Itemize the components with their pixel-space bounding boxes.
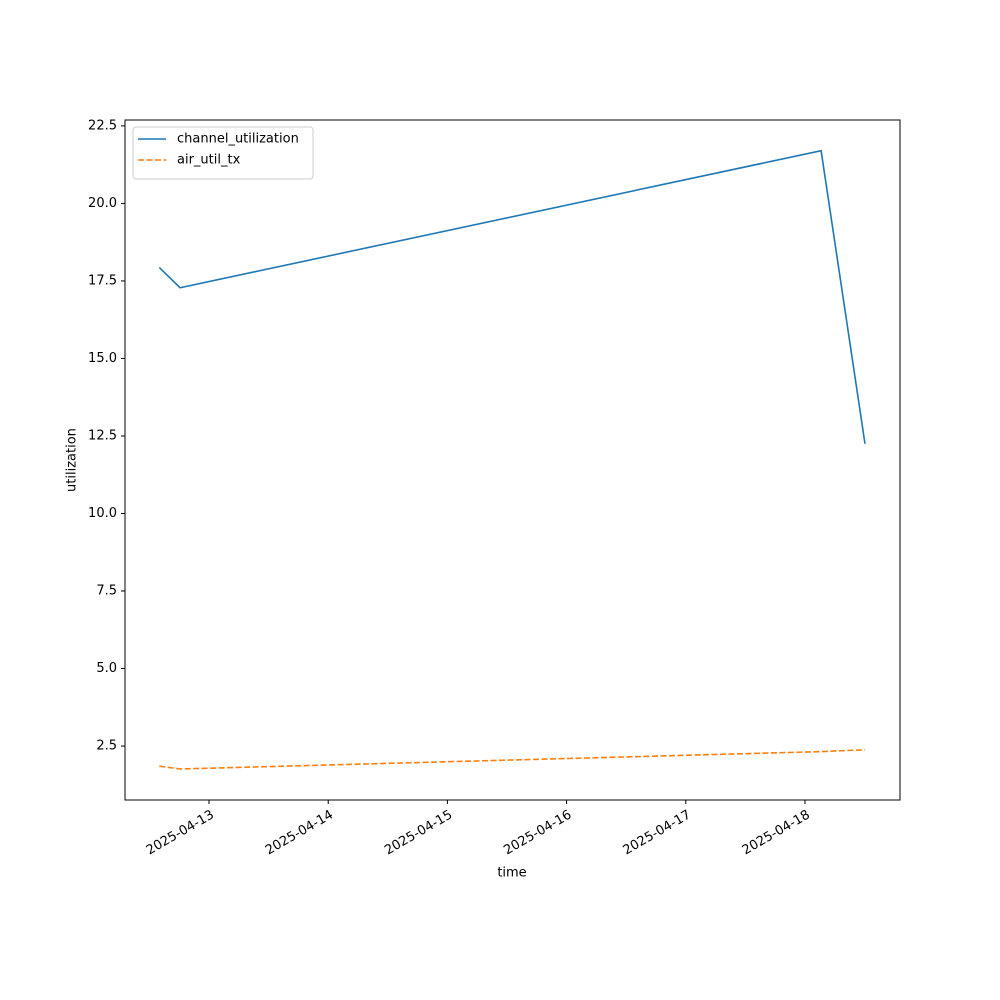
plot-frame (124, 119, 901, 801)
x-tick-label: 2025-04-18 (740, 808, 813, 859)
y-tick-label: 20.0 (88, 196, 117, 211)
x-axis-label: time (497, 866, 526, 881)
y-tick-label: 2.5 (96, 739, 117, 754)
legend-label: channel_utilization (177, 132, 299, 147)
x-tick-label: 2025-04-13 (144, 808, 217, 859)
legend-box (132, 126, 314, 180)
y-tick-label: 5.0 (96, 661, 117, 676)
legend-label: air_util_tx (177, 153, 241, 168)
x-tick-label: 2025-04-16 (501, 808, 574, 859)
x-tick-label: 2025-04-15 (382, 808, 455, 859)
y-tick-label: 17.5 (88, 273, 117, 288)
y-tick-label: 12.5 (88, 428, 117, 443)
y-tick-label: 7.5 (96, 584, 117, 599)
y-tick-label: 22.5 (88, 118, 117, 133)
y-tick-label: 10.0 (88, 506, 117, 521)
line-series (158, 149, 866, 444)
y-axis-label: utilization (65, 428, 80, 492)
line-series (159, 748, 866, 770)
x-tick-label: 2025-04-17 (621, 808, 694, 859)
x-tick-label: 2025-04-14 (263, 808, 336, 859)
y-tick-label: 15.0 (88, 351, 117, 366)
